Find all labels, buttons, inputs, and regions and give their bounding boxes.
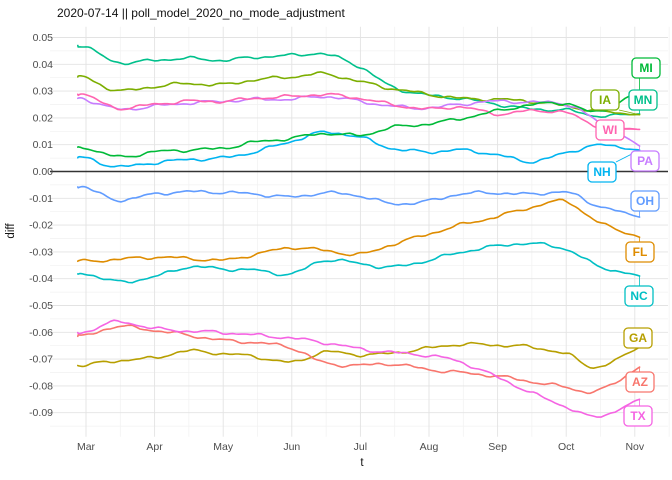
y-tick-0.02: 0.02 (33, 112, 54, 124)
x-tick-Aug: Aug (420, 441, 439, 453)
state-label-box-AZ (625, 371, 655, 393)
y-axis-tick-labels: 0.05 0.04 0.03 0.02 0.01 0.00 -0.01 -0.02 -0.03 -… (29, 32, 53, 419)
state-label-text-NH: NH (593, 165, 610, 179)
series-line-TX (77, 319, 641, 418)
y-tick--0.04: -0.04 (29, 273, 53, 285)
state-label-NH: NH (587, 161, 617, 183)
series-line-MN (77, 44, 641, 118)
state-label-text-FL: FL (633, 245, 648, 259)
state-label-box-IA (590, 89, 620, 111)
y-axis-title: diff (5, 223, 17, 239)
state-label-box-GA (623, 327, 653, 349)
y-tick--0.09: -0.09 (29, 407, 53, 419)
state-label-OH: OH (630, 190, 660, 212)
state-label-box-MI (631, 57, 661, 79)
y-tick--0.03: -0.03 (29, 246, 53, 258)
x-tick-Oct: Oct (558, 441, 574, 453)
state-label-text-NC: NC (630, 289, 648, 303)
y-tick--0.05: -0.05 (29, 300, 53, 312)
series-line-NH (77, 130, 641, 168)
y-tick--0.07: -0.07 (29, 354, 53, 366)
x-tick-Jul: Jul (354, 441, 367, 453)
y-tick-0.04: 0.04 (33, 59, 54, 71)
series-line-WI (77, 92, 641, 131)
state-label-AZ: AZ (625, 371, 655, 393)
state-label-WI: WI (595, 119, 625, 141)
chart-title: 2020-07-14 || poll_model_2020_no_mode_ad… (57, 6, 345, 20)
x-tick-May: May (213, 441, 234, 453)
state-label-box-FL (625, 241, 655, 263)
y-tick-0.01: 0.01 (33, 139, 54, 151)
x-tick-Mar: Mar (77, 441, 96, 453)
x-tick-Jun: Jun (283, 441, 300, 453)
state-label-box-WI (595, 119, 625, 141)
series-line-GA (77, 341, 641, 369)
x-tick-Sep: Sep (488, 441, 507, 453)
y-tick-0.05: 0.05 (33, 32, 54, 44)
state-label-NC: NC (624, 285, 654, 307)
series-line-OH (77, 185, 641, 218)
y-tick--0.06: -0.06 (29, 327, 53, 339)
state-label-text-TX: TX (630, 409, 645, 423)
state-labels: MN IA PA WI NH MI OH FL NC GA AZ TX (587, 57, 661, 427)
state-label-MI: MI (631, 57, 661, 79)
state-label-FL: FL (625, 241, 655, 263)
state-label-box-MN (628, 89, 658, 111)
series-line-AZ (77, 324, 641, 395)
state-label-MN: MN (628, 89, 658, 111)
y-tick--0.02: -0.02 (29, 220, 53, 232)
state-label-box-OH (630, 190, 660, 212)
y-tick-0.00: 0.00 (33, 166, 54, 178)
state-label-PA: PA (630, 150, 660, 172)
gridlines-minor (50, 26, 670, 437)
x-axis-title: t (360, 457, 364, 469)
state-label-box-PA (630, 150, 660, 172)
x-axis-tick-labels: Mar Apr May Jun Jul Aug Sep Oct Nov (77, 441, 645, 453)
state-label-text-MN: MN (634, 93, 653, 107)
state-label-text-WI: WI (603, 123, 618, 137)
gridlines-major (50, 26, 668, 437)
state-label-IA: IA (590, 89, 620, 111)
state-label-box-TX (623, 405, 653, 427)
state-label-box-NC (624, 285, 654, 307)
series-line-FL (77, 198, 641, 263)
series-line-MI (77, 89, 641, 158)
state-label-box-NH (587, 161, 617, 183)
state-label-text-OH: OH (636, 194, 654, 208)
state-label-text-GA: GA (629, 331, 647, 345)
y-tick--0.08: -0.08 (29, 380, 53, 392)
series-lines (77, 44, 641, 418)
state-label-text-AZ: AZ (632, 375, 648, 389)
series-line-NC (77, 241, 641, 284)
y-tick--0.01: -0.01 (29, 193, 53, 205)
y-tick-0.03: 0.03 (33, 86, 54, 98)
series-line-PA (77, 95, 641, 147)
x-tick-Nov: Nov (625, 441, 644, 453)
state-label-text-MI: MI (639, 61, 652, 75)
state-label-text-PA: PA (637, 154, 653, 168)
state-label-GA: GA (623, 327, 653, 349)
state-label-text-IA: IA (599, 93, 611, 107)
series-line-IA (77, 71, 641, 116)
leader-line-IA (618, 109, 640, 116)
state-label-TX: TX (623, 405, 653, 427)
x-tick-Apr: Apr (146, 441, 163, 453)
